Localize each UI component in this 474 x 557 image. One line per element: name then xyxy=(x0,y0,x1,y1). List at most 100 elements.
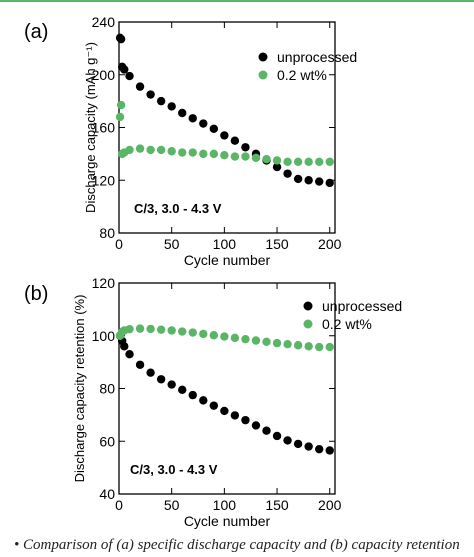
data-point-0-2-wt--b xyxy=(251,336,261,345)
x-tick-label-a: 50 xyxy=(164,236,180,252)
data-point-unprocessed-b xyxy=(272,431,282,441)
x-tick-label-a: 0 xyxy=(115,236,123,252)
legend-label-0-2wt-b: 0.2 wt% xyxy=(322,316,372,332)
data-point-0-2-wt--b xyxy=(304,342,313,351)
legend-marker-0-2wt-b xyxy=(303,319,313,329)
data-point-unprocessed-a xyxy=(146,90,155,99)
panel-b: 40 60 80 100 120 0 50 100 150 200 (b) Cycle numb… xyxy=(24,275,402,529)
data-point-0-2-wt--b xyxy=(199,329,208,339)
legend-marker-unprocessed-a xyxy=(258,52,268,62)
data-point-0-2-wt--b xyxy=(146,324,155,334)
data-point-unprocessed-a xyxy=(199,119,208,128)
data-point-unprocessed-a xyxy=(293,174,303,184)
panel-label-a: (a) xyxy=(24,21,48,43)
data-point-unprocessed-a xyxy=(241,143,250,152)
data-point-unprocessed-b xyxy=(304,442,313,451)
data-point-0-2-wt--b xyxy=(178,327,187,336)
data-point-0-2-wt--a xyxy=(135,144,145,153)
data-point-0-2-wt--b xyxy=(293,341,303,350)
data-point-0-2-wt--a xyxy=(230,152,240,161)
y-tick-label-b: 100 xyxy=(92,328,116,344)
data-point-unprocessed-b xyxy=(125,350,134,359)
data-point-unprocessed-a xyxy=(325,178,334,188)
data-point-0-2-wt--a xyxy=(178,148,187,157)
y-tick-label-b: 60 xyxy=(99,433,115,449)
data-point-0-2-wt--a xyxy=(116,100,126,110)
data-point-0-2-wt--b xyxy=(135,324,145,333)
data-point-unprocessed-b xyxy=(283,436,292,445)
data-point-0-2-wt--a xyxy=(304,157,313,166)
data-point-0-2-wt--a xyxy=(262,154,271,164)
y-tick-label-a: 120 xyxy=(92,172,116,188)
data-point-unprocessed-b xyxy=(167,380,176,389)
data-point-0-2-wt--b xyxy=(241,334,250,344)
x-tick-label-a: 100 xyxy=(213,236,237,252)
x-tick-label-b: 200 xyxy=(318,497,342,513)
data-point-0-2-wt--a xyxy=(146,145,155,155)
data-point-unprocessed-b xyxy=(188,390,197,400)
top-accent-rule xyxy=(0,0,474,2)
x-axis-label-a: Cycle number xyxy=(184,252,271,268)
condition-annotation-b: C/3, 3.0 - 4.3 V xyxy=(130,462,218,477)
data-point-unprocessed-b xyxy=(156,375,166,384)
y-tick-label-a: 240 xyxy=(92,14,116,30)
figure: 80 120 160 200 240 0 50 100 150 200 (a) Cycle nu… xyxy=(24,14,402,529)
y-axis-label-b: Discharge capacity retention (%) xyxy=(72,295,87,483)
y-axis-label-a: Discharge capacity (mAh g⁻¹) xyxy=(83,42,98,213)
data-point-0-2-wt--a xyxy=(293,157,303,166)
y-tick-label-b: 40 xyxy=(99,486,115,502)
data-point-unprocessed-b xyxy=(314,444,324,454)
data-point-unprocessed-a xyxy=(178,108,187,118)
data-point-0-2-wt--a xyxy=(241,152,250,161)
data-point-unprocessed-a xyxy=(135,82,145,91)
data-point-0-2-wt--b xyxy=(272,338,282,348)
data-point-unprocessed-b xyxy=(230,411,240,420)
data-point-0-2-wt--a xyxy=(167,147,176,156)
data-point-unprocessed-b xyxy=(293,439,303,449)
panel-a: 80 120 160 200 240 0 50 100 150 200 (a) Cycle nu… xyxy=(24,14,357,268)
data-point-unprocessed-a xyxy=(304,176,313,185)
legend-label-unprocessed-a: unprocessed xyxy=(277,49,357,65)
data-point-unprocessed-b xyxy=(178,385,187,395)
data-point-0-2-wt--b xyxy=(230,333,240,343)
data-point-unprocessed-a xyxy=(314,177,324,186)
data-point-0-2-wt--b xyxy=(167,326,176,335)
legend-label-unprocessed-b: unprocessed xyxy=(322,298,402,314)
data-point-0-2-wt--a xyxy=(156,145,166,155)
data-point-unprocessed-b xyxy=(251,421,261,430)
data-point-unprocessed-b xyxy=(146,368,155,377)
data-point-unprocessed-b xyxy=(209,401,219,410)
data-point-0-2-wt--a xyxy=(314,157,324,166)
y-tick-label-b: 80 xyxy=(99,381,115,397)
data-point-unprocessed-a xyxy=(230,136,240,145)
data-point-0-2-wt--a xyxy=(125,145,134,155)
data-point-unprocessed-a xyxy=(116,34,126,44)
data-point-unprocessed-a xyxy=(188,114,197,123)
data-point-unprocessed-b xyxy=(220,406,229,416)
data-point-0-2-wt--a xyxy=(283,157,292,166)
data-point-0-2-wt--b xyxy=(314,342,324,352)
data-point-0-2-wt--b xyxy=(220,332,229,341)
data-point-0-2-wt--b xyxy=(325,342,334,352)
x-tick-label-b: 0 xyxy=(115,497,123,513)
data-point-unprocessed-b xyxy=(262,426,271,435)
data-point-unprocessed-a xyxy=(156,96,166,106)
x-tick-label-b: 150 xyxy=(265,497,289,513)
legend-label-0-2wt-a: 0.2 wt% xyxy=(277,67,327,83)
y-tick-label-a: 200 xyxy=(92,67,116,83)
data-point-unprocessed-a xyxy=(167,102,176,111)
data-point-0-2-wt--a xyxy=(209,149,219,159)
data-point-unprocessed-b xyxy=(241,415,250,425)
x-tick-label-b: 50 xyxy=(164,497,180,513)
data-point-0-2-wt--a xyxy=(199,149,208,159)
data-point-0-2-wt--a xyxy=(325,157,334,166)
data-point-0-2-wt--b xyxy=(125,324,134,334)
data-point-0-2-wt--b xyxy=(156,325,166,334)
data-point-unprocessed-b xyxy=(199,396,208,405)
data-point-0-2-wt--b xyxy=(283,339,292,349)
data-point-0-2-wt--a xyxy=(251,153,261,163)
x-axis-label-b: Cycle number xyxy=(184,513,271,529)
data-point-unprocessed-a xyxy=(120,65,129,74)
data-point-0-2-wt--a xyxy=(272,156,282,165)
x-tick-label-a: 200 xyxy=(318,236,342,252)
